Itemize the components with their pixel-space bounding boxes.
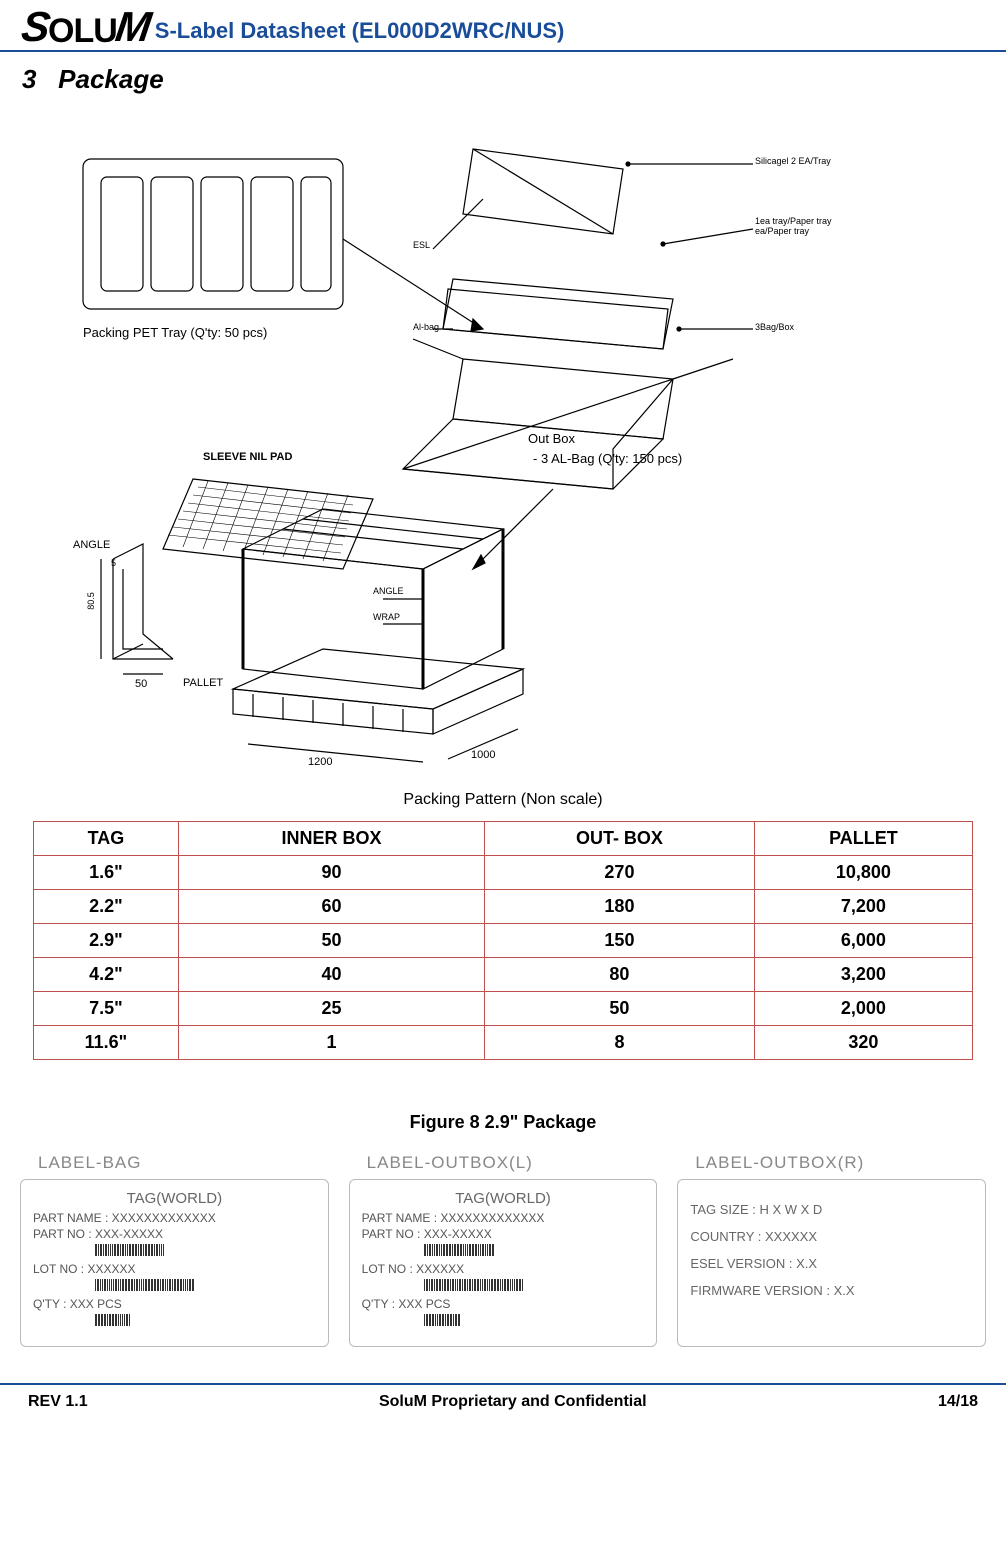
label-outr-tagsize: TAG SIZE : H X W X D: [690, 1202, 973, 1217]
label-outr-fw: FIRMWARE VERSION : X.X: [690, 1283, 973, 1298]
label-outbox-sub: - 3 AL-Bag (Q'ty: 150 pcs): [533, 451, 682, 466]
th-pallet: PALLET: [754, 822, 972, 856]
label-pet-tray: Packing PET Tray (Q'ty: 50 pcs): [83, 325, 267, 340]
table-row: 2.2"601807,200: [34, 890, 973, 924]
label-bag-title: LABEL-BAG: [38, 1153, 329, 1173]
tag-table: TAG INNER BOX OUT- BOX PALLET 1.6"902701…: [33, 821, 973, 1060]
label-wrap: WRAP: [373, 613, 400, 623]
label-dim-5: 5: [111, 559, 116, 569]
logo: S OLU M: [22, 6, 151, 48]
table-row: 11.6"18320: [34, 1026, 973, 1060]
label-bag-qty: Q'TY : XXX PCS: [33, 1297, 316, 1311]
label-3bag: 3Bag/Box: [755, 323, 794, 333]
section-number: 3: [22, 64, 36, 94]
label-angle: ANGLE: [73, 539, 110, 551]
table-row: 4.2"40803,200: [34, 958, 973, 992]
label-dim-1000: 1000: [471, 749, 495, 761]
section-name: Package: [58, 64, 164, 94]
footer-page: 14/18: [938, 1393, 978, 1411]
table-row: 7.5"25502,000: [34, 992, 973, 1026]
packing-diagram: 50: [53, 129, 953, 789]
diagram-caption: Packing Pattern (Non scale): [0, 791, 1006, 809]
label-outr-country: COUNTRY : XXXXXX: [690, 1229, 973, 1244]
label-outl-lotno: LOT NO : XXXXXX: [362, 1262, 645, 1276]
barcode-icon: [95, 1279, 225, 1291]
table-header-row: TAG INNER BOX OUT- BOX PALLET: [34, 822, 973, 856]
label-outr-card: TAG SIZE : H X W X D COUNTRY : XXXXXX ES…: [677, 1179, 986, 1347]
table-row: 2.9"501506,000: [34, 924, 973, 958]
table-body: 1.6"9027010,800 2.2"601807,200 2.9"50150…: [34, 856, 973, 1060]
label-outbox-title: Out Box: [528, 431, 575, 446]
th-inner: INNER BOX: [178, 822, 484, 856]
label-dim-1200: 1200: [308, 756, 332, 768]
th-tag: TAG: [34, 822, 179, 856]
label-outl-partno: PART NO : XXX-XXXXX: [362, 1227, 645, 1241]
label-bag-lotno: LOT NO : XXXXXX: [33, 1262, 316, 1276]
label-albag: Al-bag: [413, 323, 439, 333]
barcode-icon: [95, 1244, 185, 1256]
table-row: 1.6"9027010,800: [34, 856, 973, 890]
footer-rev: REV 1.1: [28, 1393, 88, 1411]
th-out: OUT- BOX: [485, 822, 755, 856]
figure-caption: Figure 8 2.9" Package: [0, 1112, 1006, 1133]
barcode-icon: [424, 1279, 554, 1291]
footer-confidential: SoluM Proprietary and Confidential: [379, 1393, 647, 1411]
label-tray-note: 1ea tray/Paper tray ea/Paper tray: [755, 217, 865, 237]
label-outl-partname: PART NAME : XXXXXXXXXXXXX: [362, 1211, 645, 1225]
label-pallet: PALLET: [183, 677, 223, 689]
label-boxes: LABEL-BAG TAG(WORLD) PART NAME : XXXXXXX…: [0, 1153, 1006, 1357]
label-bag-box: LABEL-BAG TAG(WORLD) PART NAME : XXXXXXX…: [20, 1153, 329, 1347]
label-bag-partname: PART NAME : XXXXXXXXXXXXX: [33, 1211, 316, 1225]
label-dim-805: 80.5: [87, 592, 97, 610]
label-bag-partno: PART NO : XXX-XXXXX: [33, 1227, 316, 1241]
header: S OLU M S-Label Datasheet (EL000D2WRC/NU…: [0, 0, 1006, 52]
label-outl-box: LABEL-OUTBOX(L) TAG(WORLD) PART NAME : X…: [349, 1153, 658, 1347]
label-outr-esel: ESEL VERSION : X.X: [690, 1256, 973, 1271]
label-silica: Silicagel 2 EA/Tray: [755, 157, 831, 167]
logo-olu: OLU: [48, 14, 117, 48]
logo-m: M: [113, 6, 154, 48]
label-outl-card: TAG(WORLD) PART NAME : XXXXXXXXXXXXX PAR…: [349, 1179, 658, 1347]
svg-text:50: 50: [135, 678, 147, 690]
barcode-icon: [424, 1314, 464, 1326]
label-outl-header: TAG(WORLD): [362, 1190, 645, 1207]
logo-s: S: [19, 6, 53, 48]
label-outr-box: LABEL-OUTBOX(R) TAG SIZE : H X W X D COU…: [677, 1153, 986, 1347]
label-outr-title: LABEL-OUTBOX(R): [695, 1153, 986, 1173]
label-esl: ESL: [413, 241, 430, 251]
barcode-icon: [95, 1314, 135, 1326]
label-angle2: ANGLE: [373, 587, 404, 597]
label-sleeve: SLEEVE NIL PAD: [203, 451, 292, 463]
doc-title: S-Label Datasheet (EL000D2WRC/NUS): [155, 18, 565, 48]
label-outl-qty: Q'TY : XXX PCS: [362, 1297, 645, 1311]
footer: REV 1.1 SoluM Proprietary and Confidenti…: [0, 1383, 1006, 1421]
section-title: 3 Package: [0, 52, 1006, 99]
label-outl-title: LABEL-OUTBOX(L): [367, 1153, 658, 1173]
barcode-icon: [424, 1244, 514, 1256]
label-bag-card: TAG(WORLD) PART NAME : XXXXXXXXXXXXX PAR…: [20, 1179, 329, 1347]
label-bag-header: TAG(WORLD): [33, 1190, 316, 1207]
